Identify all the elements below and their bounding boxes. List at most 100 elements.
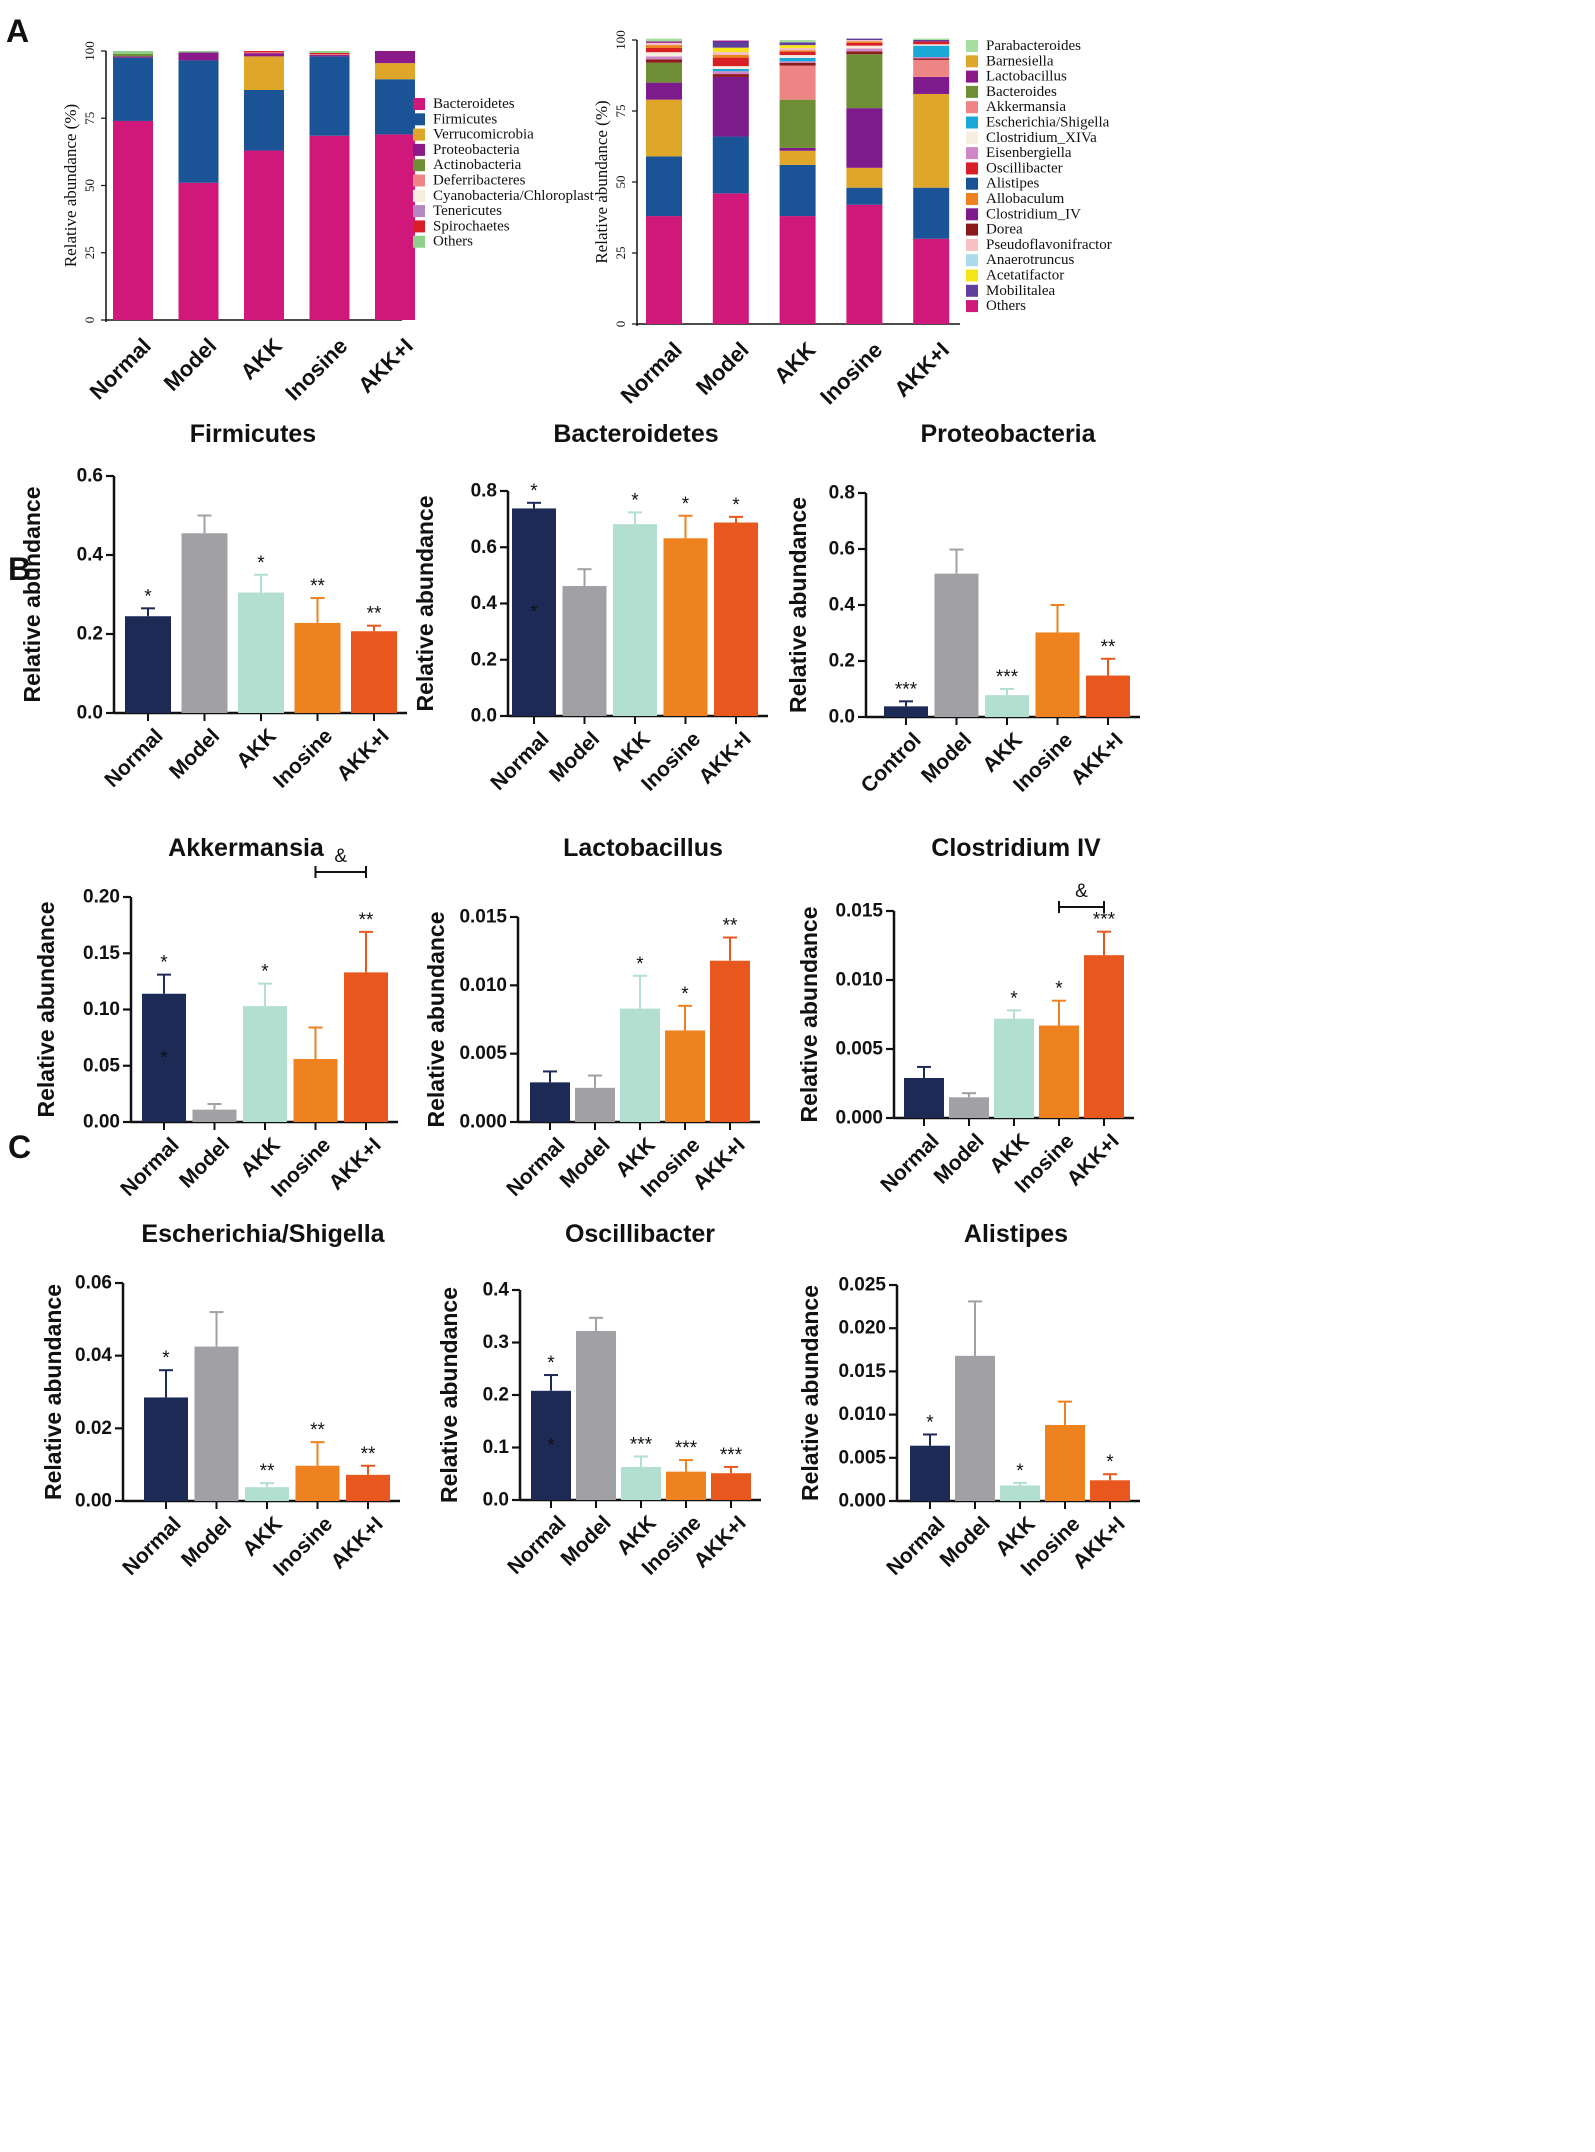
b3-significance-akk: *** bbox=[996, 667, 1019, 688]
c1-x-label-akk-i: AKK+I bbox=[324, 1133, 385, 1194]
a1-segment-bacteroidetes bbox=[309, 135, 350, 320]
a1-legend-label-tenericutes: Tenericutes bbox=[433, 203, 502, 219]
c3-bar-normal bbox=[904, 1077, 944, 1118]
a2-segment-oscillibacter bbox=[913, 41, 950, 45]
b1-x-label-inosine: Inosine bbox=[269, 724, 337, 792]
a1-segment-firmicutes bbox=[113, 57, 153, 121]
a2-legend-label-lactobacillus: Lactobacillus bbox=[986, 69, 1067, 85]
a2-legend-label-mobilitalea: Mobilitalea bbox=[986, 283, 1055, 299]
c2-significance-akk: * bbox=[636, 954, 644, 975]
a2-segment-bacteroides bbox=[779, 99, 816, 148]
a2-segment-lactobacillus bbox=[646, 41, 682, 43]
a2-legend-swatch-lactobacillus bbox=[966, 70, 978, 83]
a1-segment-deferribacteres bbox=[244, 52, 284, 54]
a2-segment-dorea bbox=[913, 58, 950, 60]
c2-y-tick-label: 0.015 bbox=[459, 907, 507, 928]
a2-segment-allobaculum bbox=[779, 50, 816, 52]
b3-significance-control: *** bbox=[895, 679, 918, 700]
c6-bar-akk bbox=[1000, 1485, 1040, 1501]
a1-legend-label-firmicutes: Firmicutes bbox=[433, 111, 497, 127]
c3-x-label-normal: Normal bbox=[876, 1129, 943, 1196]
c3-x-label-akk-i: AKK+I bbox=[1062, 1129, 1123, 1190]
c6-x-label-normal: Normal bbox=[882, 1512, 949, 1579]
b3-bar-control bbox=[884, 706, 928, 717]
c4-bar-normal bbox=[144, 1397, 188, 1501]
c6-title: Alistipes bbox=[964, 1220, 1068, 1248]
a2-segment-lactobacillus bbox=[712, 40, 749, 42]
a1-legend-swatch-cyanobacteria-chloroplast bbox=[413, 189, 425, 202]
a2-segment-clostridium-iv bbox=[779, 147, 816, 151]
b2-y-tick-label: 0.8 bbox=[471, 481, 497, 502]
c3-significance-inosine: * bbox=[1055, 979, 1063, 1000]
c5-bar-inosine bbox=[666, 1471, 706, 1500]
b3-x-label-akk-i: AKK+I bbox=[1066, 728, 1127, 789]
a1-y-tick-label: 75 bbox=[82, 112, 97, 125]
c1-bar-inosine bbox=[293, 1059, 338, 1122]
a2-segment-dorea bbox=[712, 74, 749, 77]
c6-bar-model bbox=[955, 1355, 995, 1501]
a1-legend-swatch-firmicutes bbox=[413, 113, 425, 126]
b1-significance-normal: * bbox=[144, 586, 152, 607]
b1-bar-inosine bbox=[294, 622, 341, 713]
a1-legend-label-actinobacteria: Actinobacteria bbox=[433, 157, 522, 173]
a2-segment-oscillibacter bbox=[846, 42, 883, 46]
b3-bar-inosine bbox=[1035, 632, 1080, 717]
c1-bar-model bbox=[192, 1109, 237, 1122]
c1-significance-akk: * bbox=[261, 962, 269, 983]
a1-legend-swatch-verrucomicrobia bbox=[413, 128, 425, 141]
a2-legend-swatch-anaerotruncus bbox=[966, 254, 978, 267]
a2-segment-escherichia-shigella bbox=[712, 68, 749, 72]
c1-y-axis-label: Relative abundance bbox=[33, 901, 59, 1117]
b1-x-label-normal: Normal bbox=[100, 724, 167, 791]
a1-legend-label-bacteroidetes: Bacteroidetes bbox=[433, 96, 515, 112]
a2-segment-pseudoflavonifractor bbox=[779, 47, 816, 51]
c1-y-tick-label: 0.00 bbox=[83, 1112, 120, 1133]
c4-title: Escherichia/Shigella bbox=[141, 1220, 385, 1248]
c5-y-tick-label: 0.0 bbox=[483, 1490, 509, 1511]
a1-segment-firmicutes bbox=[309, 56, 350, 136]
a2-segment-others bbox=[779, 216, 816, 324]
a2-segment-parabacteroides bbox=[779, 40, 816, 43]
c3-y-tick-label: 0.000 bbox=[835, 1108, 883, 1129]
c2-y-tick-label: 0.000 bbox=[459, 1112, 507, 1133]
c5-y-axis-label: Relative abundance bbox=[436, 1287, 462, 1503]
b2-bar-model bbox=[562, 586, 607, 716]
a1-x-label-inosine: Inosine bbox=[280, 333, 352, 405]
b1-significance-akk-i: ** bbox=[367, 604, 382, 625]
a2-legend-label-clostridium-xiva: Clostridium_XIVa bbox=[986, 130, 1097, 146]
c1-bar-akk bbox=[243, 1006, 287, 1122]
b3-y-axis-label: Relative abundance bbox=[785, 497, 811, 713]
c1-title: Akkermansia bbox=[168, 834, 325, 862]
c4-x-label-akk-i: AKK+I bbox=[326, 1512, 387, 1573]
b2-y-tick-label: 0.2 bbox=[471, 649, 497, 670]
a1-legend-label-proteobacteria: Proteobacteria bbox=[433, 142, 520, 158]
c2-x-label-akk-i: AKK+I bbox=[688, 1133, 749, 1194]
c4-bar-inosine bbox=[295, 1465, 340, 1501]
b3-significance-akk-i: ** bbox=[1101, 637, 1116, 658]
c2-bar-model bbox=[575, 1087, 615, 1122]
b3-title: Proteobacteria bbox=[920, 420, 1096, 448]
c3-significance-akk-i: *** bbox=[1093, 910, 1116, 931]
c2-bar-inosine bbox=[665, 1030, 705, 1122]
a2-segment-akkermansia bbox=[779, 65, 816, 100]
c6-y-tick-label: 0.005 bbox=[838, 1447, 886, 1468]
b1-x-label-akk: AKK bbox=[232, 724, 280, 772]
a2-legend-swatch-escherichia-shigella bbox=[966, 116, 978, 129]
a2-legend-swatch-mobilitalea bbox=[966, 284, 978, 297]
a1-y-tick-label: 25 bbox=[82, 246, 97, 259]
a2-segment-akkermansia bbox=[913, 59, 950, 77]
a2-x-label-normal: Normal bbox=[616, 337, 687, 408]
b3-y-tick-label: 0.2 bbox=[829, 651, 855, 672]
c3-bar-akk bbox=[994, 1018, 1034, 1118]
c4-y-axis-label: Relative abundance bbox=[40, 1284, 66, 1500]
c4-x-label-normal: Normal bbox=[118, 1512, 185, 1579]
c6-y-tick-label: 0.010 bbox=[838, 1404, 886, 1425]
c2-x-label-model: Model bbox=[556, 1133, 615, 1192]
a2-segment-dorea bbox=[646, 59, 682, 63]
a2-segment-acetatifactor bbox=[712, 47, 749, 52]
a1-legend-swatch-others bbox=[413, 235, 425, 248]
b3-y-tick-label: 0.8 bbox=[829, 483, 855, 504]
a2-segment-acetatifactor bbox=[779, 45, 816, 48]
c5-bar-model bbox=[576, 1330, 616, 1500]
a2-segment-mobilitalea bbox=[913, 40, 950, 42]
